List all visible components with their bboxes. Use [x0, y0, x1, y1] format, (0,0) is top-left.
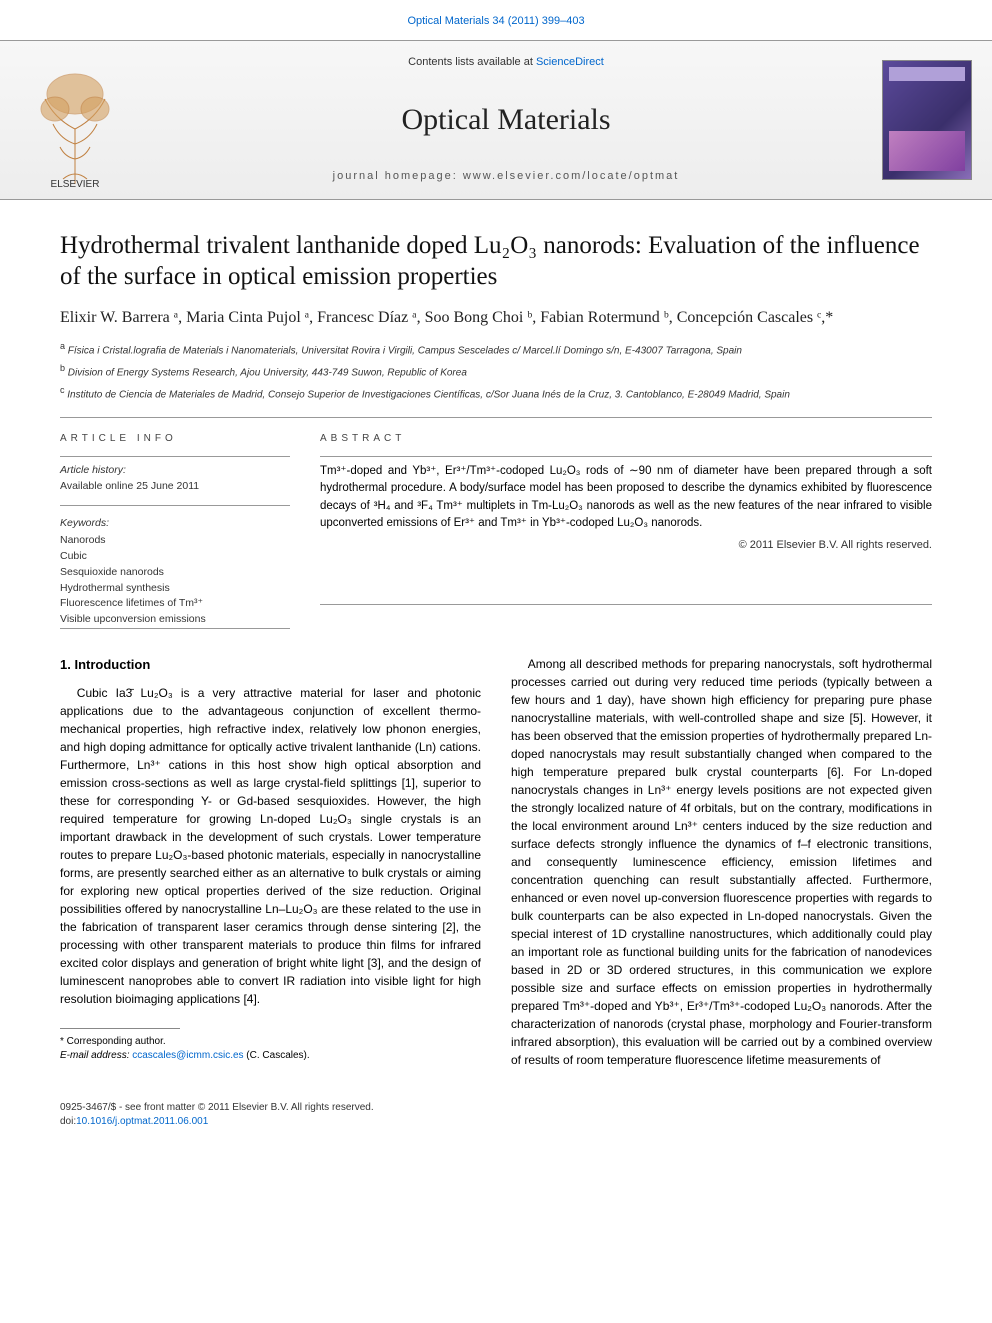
- affiliation-c: c Instituto de Ciencia de Materiales de …: [60, 384, 932, 402]
- contents-line: Contents lists available at ScienceDirec…: [408, 55, 604, 71]
- affiliation-b: b Division of Energy Systems Research, A…: [60, 362, 932, 380]
- keyword: Nanorods: [60, 533, 290, 549]
- intro-paragraph-2: Among all described methods for preparin…: [511, 655, 932, 1069]
- footnote-separator: [60, 1028, 180, 1029]
- body-column-left: 1. Introduction Cubic Ia3̄ Lu₂O₃ is a ve…: [60, 655, 481, 1069]
- keywords-block: Keywords: Nanorods Cubic Sesquioxide nan…: [60, 516, 290, 628]
- abstract-column: ABSTRACT Tm³⁺-doped and Yb³⁺, Er³⁺/Tm³⁺-…: [320, 432, 932, 628]
- doi-link[interactable]: 10.1016/j.optmat.2011.06.001: [76, 1116, 208, 1127]
- info-abstract-row: ARTICLE INFO Article history: Available …: [60, 432, 932, 628]
- publisher-logo-cell: ELSEVIER: [0, 41, 150, 199]
- body-columns: 1. Introduction Cubic Ia3̄ Lu₂O₃ is a ve…: [60, 655, 932, 1069]
- abstract-heading: ABSTRACT: [320, 432, 932, 447]
- journal-name: Optical Materials: [401, 98, 610, 142]
- authors-line: Elixir W. Barrera ᵃ, Maria Cinta Pujol ᵃ…: [60, 306, 932, 329]
- email-who: (C. Cascales).: [244, 1050, 310, 1061]
- citation-link[interactable]: Optical Materials 34 (2011) 399–403: [407, 15, 584, 27]
- journal-cover-thumb: [882, 60, 972, 180]
- body-column-right: Among all described methods for preparin…: [511, 655, 932, 1069]
- citation-header: Optical Materials 34 (2011) 399–403: [0, 0, 992, 40]
- page-footer: 0925-3467/$ - see front matter © 2011 El…: [0, 1089, 992, 1154]
- corresponding-author-note: * Corresponding author.: [60, 1035, 481, 1049]
- article-body: Hydrothermal trivalent lanthanide doped …: [0, 200, 992, 1089]
- doi-line: doi:10.1016/j.optmat.2011.06.001: [60, 1115, 932, 1130]
- sciencedirect-link[interactable]: ScienceDirect: [536, 56, 604, 68]
- affiliation-a: a Física i Cristal.lografia de Materials…: [60, 340, 932, 358]
- article-title: Hydrothermal trivalent lanthanide doped …: [60, 230, 932, 293]
- history-label: Article history:: [60, 463, 290, 479]
- footnotes: * Corresponding author. E-mail address: …: [60, 1035, 481, 1063]
- email-label: E-mail address:: [60, 1050, 132, 1061]
- publisher-name: ELSEVIER: [51, 179, 100, 189]
- doi-label: doi:: [60, 1116, 76, 1127]
- keywords-label: Keywords:: [60, 516, 290, 532]
- keyword: Visible upconversion emissions: [60, 612, 290, 628]
- intro-heading: 1. Introduction: [60, 655, 481, 675]
- keyword: Fluorescence lifetimes of Tm³⁺: [60, 596, 290, 612]
- keyword: Cubic: [60, 549, 290, 565]
- article-history: Article history: Available online 25 Jun…: [60, 463, 290, 495]
- email-line: E-mail address: ccascales@icmm.csic.es (…: [60, 1049, 481, 1063]
- keyword: Hydrothermal synthesis: [60, 581, 290, 597]
- header-center: Contents lists available at ScienceDirec…: [150, 41, 862, 199]
- elsevier-logo: ELSEVIER: [25, 69, 125, 189]
- keyword: Sesquioxide nanorods: [60, 565, 290, 581]
- issn-line: 0925-3467/$ - see front matter © 2011 El…: [60, 1101, 932, 1116]
- keywords-list: Nanorods Cubic Sesquioxide nanorods Hydr…: [60, 533, 290, 628]
- divider: [60, 417, 932, 418]
- journal-header-band: ELSEVIER Contents lists available at Sci…: [0, 40, 992, 200]
- intro-paragraph-1: Cubic Ia3̄ Lu₂O₃ is a very attractive ma…: [60, 684, 481, 1008]
- article-info-heading: ARTICLE INFO: [60, 432, 290, 447]
- abstract-copyright: © 2011 Elsevier B.V. All rights reserved…: [320, 538, 932, 554]
- abstract-text: Tm³⁺-doped and Yb³⁺, Er³⁺/Tm³⁺-codoped L…: [320, 463, 932, 532]
- history-line: Available online 25 June 2011: [60, 479, 290, 495]
- journal-homepage: journal homepage: www.elsevier.com/locat…: [333, 169, 680, 185]
- cover-cell: [862, 41, 992, 199]
- article-info-column: ARTICLE INFO Article history: Available …: [60, 432, 290, 628]
- corresponding-email-link[interactable]: ccascales@icmm.csic.es: [132, 1050, 243, 1061]
- contents-prefix: Contents lists available at: [408, 56, 536, 68]
